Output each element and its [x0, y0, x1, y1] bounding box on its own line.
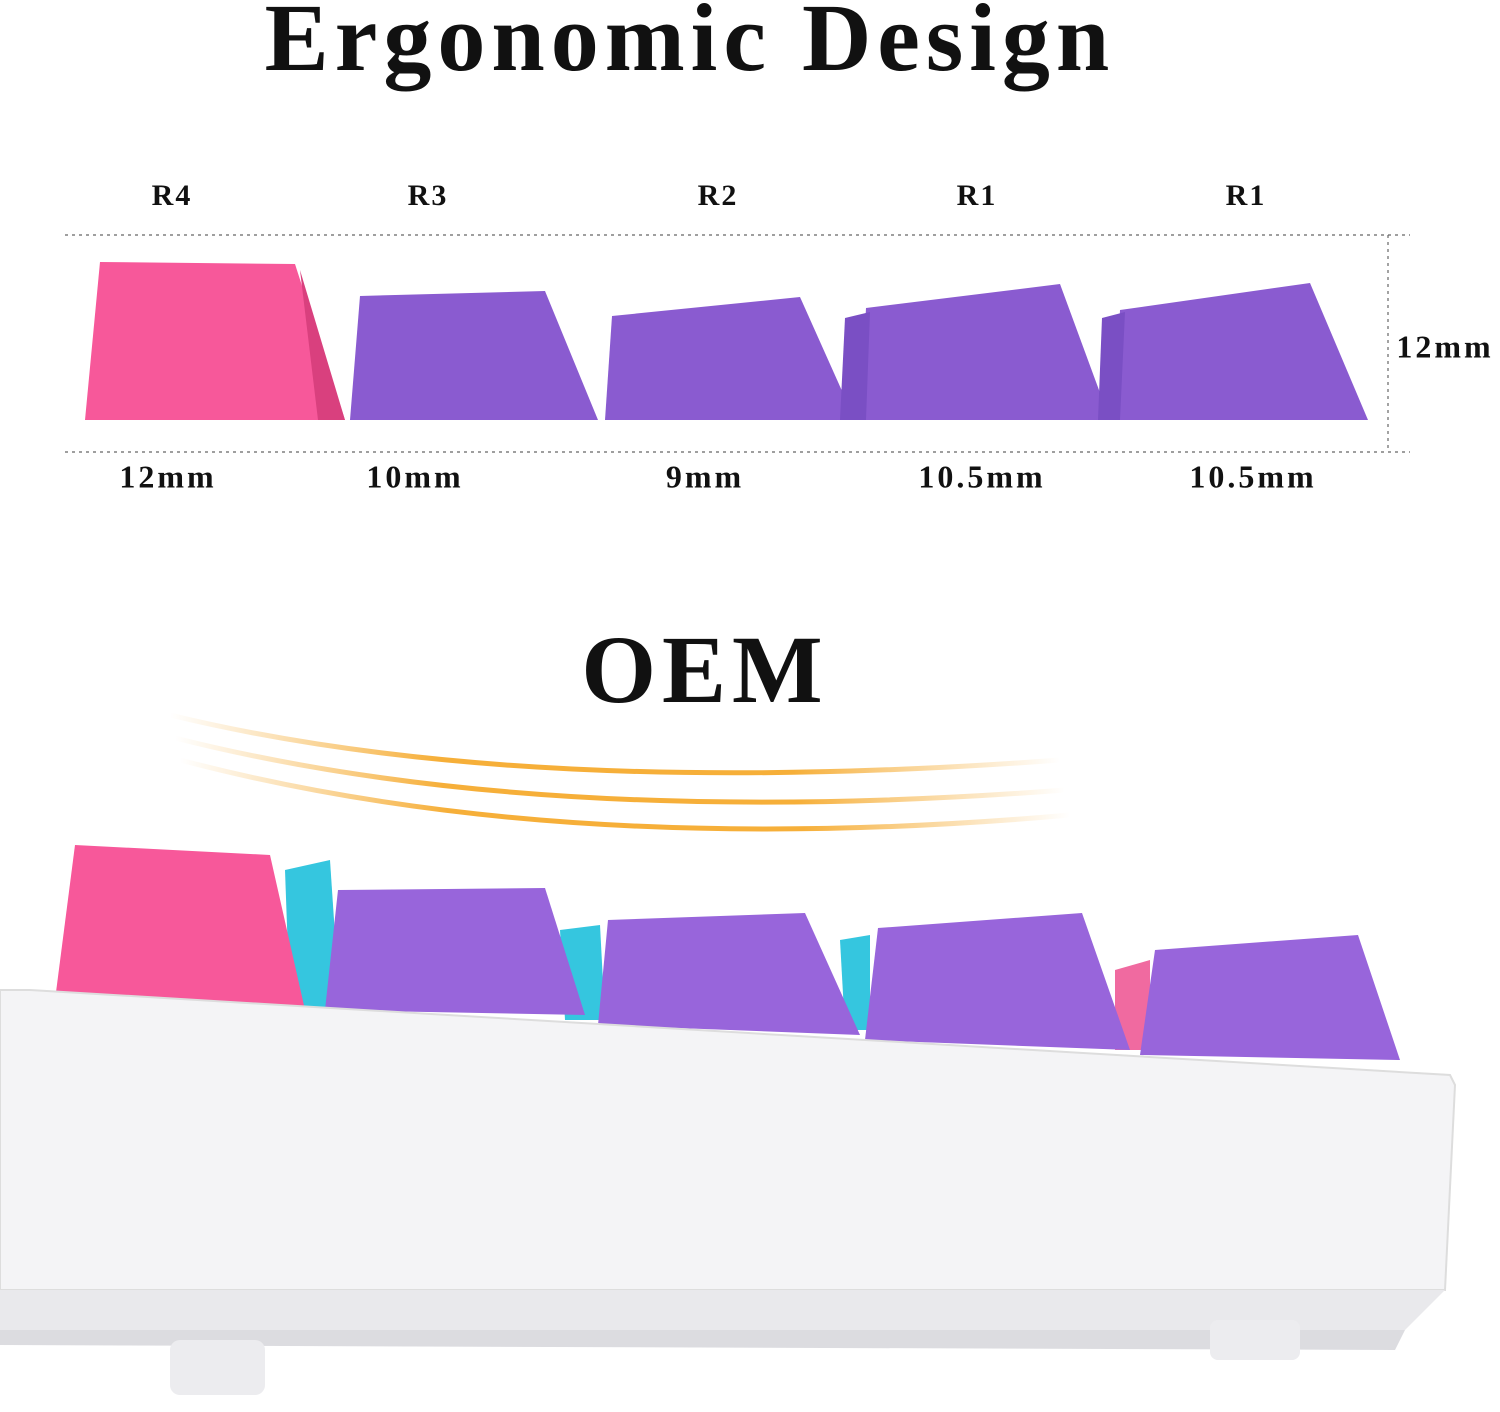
profile-title: OEM	[581, 616, 828, 723]
row-label: R1	[957, 179, 998, 212]
keycap-profiles	[85, 262, 1368, 420]
swoosh	[169, 712, 1071, 832]
height-label: 10.5mm	[918, 458, 1045, 494]
row-label: R4	[152, 179, 193, 212]
total-height: 12mm	[1396, 328, 1493, 364]
height-label: 10mm	[366, 458, 463, 494]
row-label: R1	[1226, 179, 1267, 212]
height-label: 10.5mm	[1189, 458, 1316, 494]
row-label: R2	[698, 179, 739, 212]
row-label: R3	[408, 179, 449, 212]
height-label: 12mm	[119, 458, 216, 494]
height-label: 9mm	[666, 458, 744, 494]
keyboard	[0, 845, 1457, 1395]
title: Ergonomic Design	[265, 0, 1116, 91]
guides	[65, 234, 1410, 453]
